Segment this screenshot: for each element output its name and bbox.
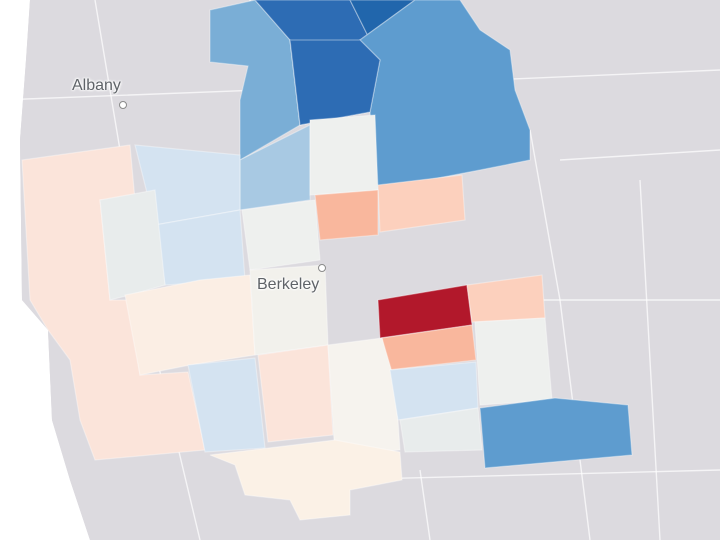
zone-orange-upper[interactable]	[314, 189, 379, 241]
zone-lower-mid-orange[interactable]	[257, 344, 334, 443]
zone-lower-left-blue[interactable]	[187, 357, 266, 453]
zone-far-left-neutral[interactable]	[99, 189, 166, 301]
berkeley-label: Berkeley	[257, 276, 320, 293]
berkeley-dot	[318, 264, 326, 272]
zone-right-neutral[interactable]	[474, 317, 553, 406]
road	[419, 469, 431, 540]
zone-upper-mid[interactable]	[309, 114, 379, 196]
zone-center-neutral[interactable]	[241, 199, 321, 271]
road	[639, 179, 661, 540]
albany-dot	[119, 101, 127, 109]
bay-water	[0, 0, 90, 540]
zone-north-center[interactable]	[289, 39, 381, 126]
zone-lower-neutral[interactable]	[399, 407, 483, 453]
albany-label: Albany	[72, 77, 121, 94]
zone-light-orange-upper[interactable]	[377, 174, 466, 233]
road	[559, 149, 720, 161]
zone-south-cream[interactable]	[209, 439, 403, 521]
zone-south-east-blue[interactable]	[479, 397, 633, 469]
